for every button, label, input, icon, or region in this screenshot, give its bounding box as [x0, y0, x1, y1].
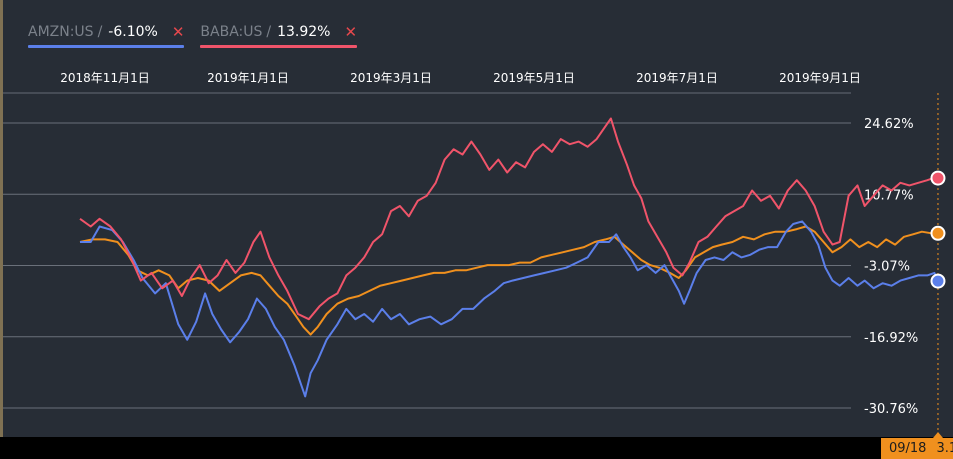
x-tick-label: 2019年7月1日	[636, 71, 718, 85]
legend: AMZN:US / -6.10% ✕ BABA:US / 13.92% ✕	[28, 22, 358, 52]
legend-value: 13.92%	[277, 24, 331, 40]
x-tick-label: 2018年11月1日	[60, 71, 149, 85]
legend-value: -6.10%	[108, 24, 158, 40]
left-edge-strip	[0, 0, 3, 459]
legend-underline	[28, 45, 185, 48]
legend-underline	[200, 45, 358, 48]
legend-symbol: AMZN:US	[28, 24, 94, 40]
x-tick-label: 2019年9月1日	[779, 71, 861, 85]
end-point-marker	[930, 273, 946, 289]
badge-date: 09/18	[888, 441, 927, 456]
legend-item-baba[interactable]: BABA:US / 13.92% ✕	[200, 22, 358, 48]
y-tick-label: -16.92%	[864, 331, 918, 346]
y-tick-label: -30.76%	[864, 402, 918, 417]
legend-symbol: BABA:US	[200, 24, 263, 40]
end-point-marker	[930, 225, 946, 241]
y-tick-label: -3.07%	[864, 260, 910, 275]
y-tick-label: 24.62%	[864, 117, 914, 132]
bottom-bar	[0, 437, 953, 459]
series-line	[79, 225, 939, 336]
legend-separator: /	[97, 24, 103, 40]
legend-item-amzn[interactable]: AMZN:US / -6.10% ✕	[28, 22, 185, 48]
badge-value: 3.19%	[936, 441, 953, 456]
crosshair-arrow-icon	[932, 432, 943, 438]
end-point-marker	[930, 170, 946, 186]
x-tick-label: 2019年3月1日	[350, 71, 432, 85]
series-line	[80, 220, 939, 398]
y-tick-label: 10.77%	[864, 188, 914, 203]
close-icon[interactable]: ✕	[344, 22, 358, 41]
x-tick-label: 2019年5月1日	[493, 71, 575, 85]
date-badge: 09/18 3.19%	[880, 438, 953, 459]
series-line	[79, 117, 939, 321]
legend-separator: /	[266, 24, 272, 40]
close-icon[interactable]: ✕	[171, 22, 185, 41]
x-tick-label: 2019年1月1日	[207, 71, 289, 85]
